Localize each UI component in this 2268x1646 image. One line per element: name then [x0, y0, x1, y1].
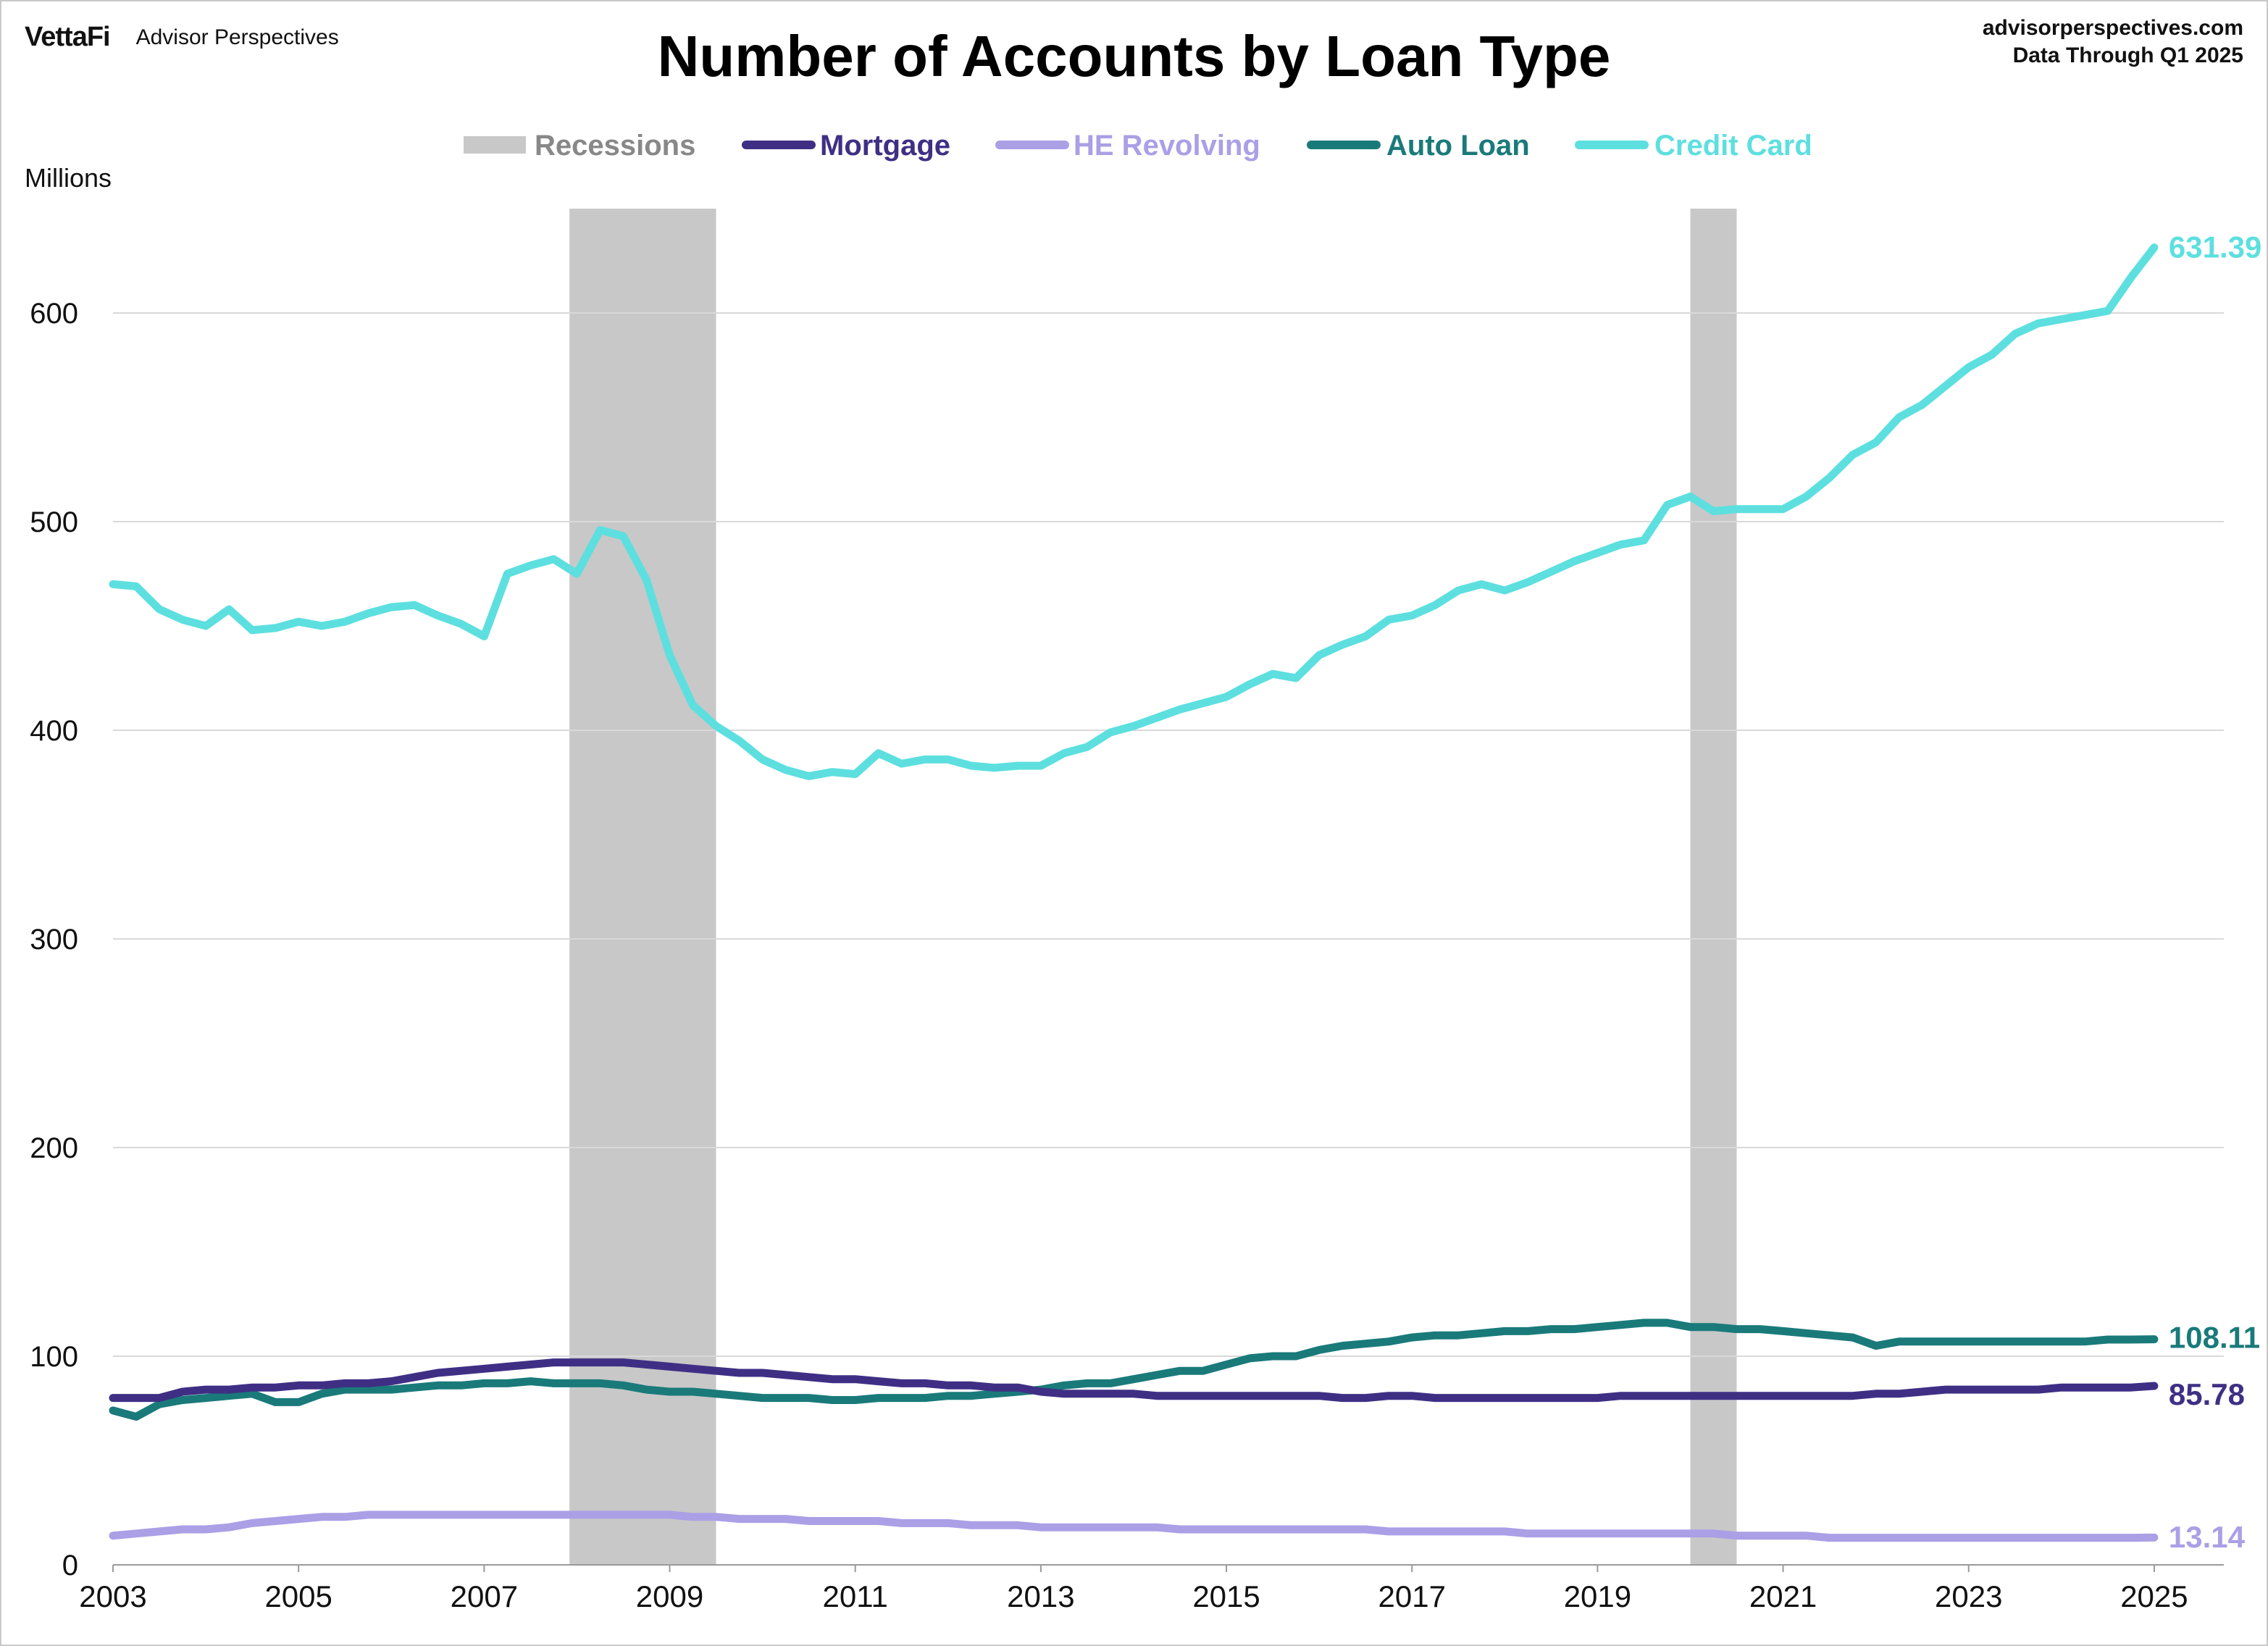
- x-tick-label-2019: 2019: [1564, 1579, 1631, 1613]
- source-info: advisorperspectives.com Data Through Q1 …: [1983, 14, 2243, 70]
- vettafi-logo: VettaFi: [25, 22, 111, 52]
- x-tick-label-2007: 2007: [451, 1579, 518, 1613]
- recession-band-2: [1690, 209, 1737, 1565]
- x-tick-label-2017: 2017: [1378, 1579, 1446, 1613]
- source-url: advisorperspectives.com: [1982, 16, 2243, 40]
- brand-header: VettaFi Advisor Perspectives: [25, 22, 339, 53]
- end-label-mortgage: 85.78: [2169, 1377, 2245, 1411]
- legend-label-recessions: Recessions: [535, 130, 695, 162]
- x-tick-label-2005: 2005: [264, 1579, 332, 1613]
- x-tick-label-2025: 2025: [2120, 1579, 2188, 1613]
- brand-name: Advisor Perspectives: [135, 25, 339, 49]
- y-tick-label-0: 0: [62, 1550, 78, 1582]
- series-line-credit-card: [109, 243, 2159, 780]
- legend-label-he-revolving: HE Revolving: [1074, 130, 1260, 162]
- y-axis-label: Millions: [25, 163, 112, 193]
- end-label-credit-card: 631.39: [2169, 230, 2261, 264]
- x-tick-label-2015: 2015: [1192, 1579, 1260, 1613]
- y-tick-label-100: 100: [30, 1341, 78, 1373]
- series-line-mortgage: [109, 1358, 2159, 1403]
- x-tick-label-2009: 2009: [636, 1579, 703, 1613]
- legend-swatch-recessions: [464, 136, 526, 154]
- legend-label-credit-card: Credit Card: [1654, 130, 1812, 162]
- y-tick-label-600: 600: [30, 298, 78, 330]
- y-tick-label-200: 200: [30, 1132, 78, 1164]
- end-label-he-revolving: 13.14: [2169, 1520, 2246, 1554]
- y-tick-label-500: 500: [30, 506, 78, 538]
- x-tick-label-2013: 2013: [1007, 1579, 1074, 1613]
- end-label-auto-loan: 108.11: [2169, 1321, 2260, 1355]
- x-tick-label-2023: 2023: [1935, 1579, 2002, 1613]
- legend-label-auto-loan: Auto Loan: [1386, 130, 1530, 162]
- recession-band-1: [569, 209, 716, 1565]
- chart-title: Number of Accounts by Loan Type: [657, 24, 1611, 88]
- series-line-auto-loan: [109, 1319, 2159, 1421]
- legend-label-mortgage: Mortgage: [820, 130, 950, 162]
- x-tick-label-2011: 2011: [823, 1579, 888, 1613]
- x-tick-label-2003: 2003: [79, 1579, 146, 1613]
- y-tick-label-300: 300: [30, 924, 78, 956]
- series-line-he-revolving: [109, 1511, 2159, 1542]
- x-tick-label-2021: 2021: [1749, 1579, 1817, 1613]
- data-through-note: Data Through Q1 2025: [2012, 43, 2243, 67]
- y-tick-label-400: 400: [30, 715, 78, 747]
